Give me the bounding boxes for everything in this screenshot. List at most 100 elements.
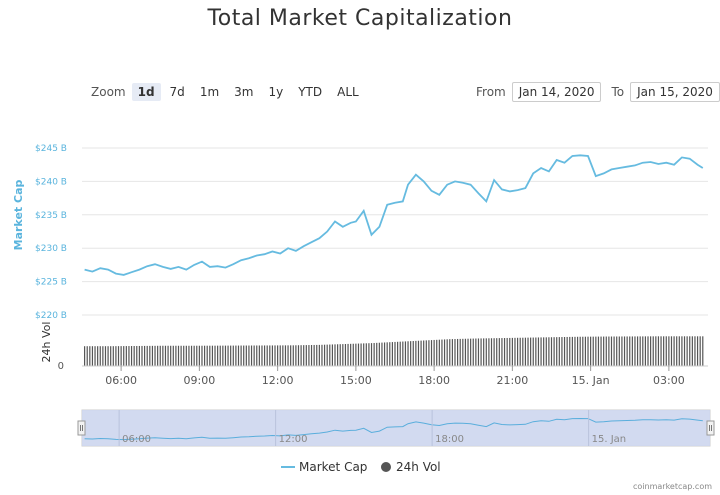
volume-bar [503,338,506,366]
volume-bar [355,343,357,366]
volume-bar [470,338,472,366]
volume-bar [668,336,670,366]
volume-bar [383,342,386,366]
volume-bar [530,337,532,366]
volume-bar [483,338,485,366]
volume-bar [162,345,164,366]
volume-bar [331,344,333,366]
navigator-right-handle[interactable] [706,420,715,436]
volume-bar [97,346,99,366]
volume-bar [284,345,287,366]
zoom-1m-button[interactable]: 1m [199,85,220,99]
volume-bar [563,337,566,366]
zoom-1y-button[interactable]: 1y [268,85,284,99]
volume-bar [556,337,558,366]
volume-bar [665,336,667,366]
volume-bar [394,341,396,366]
volume-bar [446,339,448,366]
volume-bar [303,345,305,366]
navigator-track[interactable] [81,409,711,447]
zoom-7d-button[interactable]: 7d [169,85,185,99]
volume-bar [376,342,378,366]
volume-bar [365,343,367,366]
volume-bar [590,336,592,366]
volume-bar [323,344,326,366]
volume-bar [227,345,229,366]
volume-bar [117,346,120,366]
volume-bar [548,337,550,366]
volume-bar [363,343,365,366]
from-date-input[interactable]: Jan 14, 2020 [511,82,602,102]
volume-bar [587,336,589,366]
volume-bar [386,342,388,366]
volume-bar [451,339,453,366]
volume-bar [467,338,469,366]
market-cap-series-line [84,154,704,276]
volume-bar [655,336,657,366]
volume-bar [378,342,380,366]
chart-title: Total Market Capitalization [207,6,513,31]
y-tick-label: $245 B [35,144,67,154]
volume-bar [501,338,503,366]
volume-bar [657,336,660,366]
volume-bar [112,346,114,366]
volume-bar [686,336,688,366]
volume-bar [537,337,540,366]
volume-bar [584,336,587,366]
volume-bar [430,340,433,366]
legend-market-cap-label: Market Cap [299,460,367,474]
volume-bar [681,336,683,366]
volume-bar [188,345,190,366]
navigator-selection[interactable] [82,410,710,446]
volume-bar [342,344,344,366]
volume-bar [253,345,255,366]
volume-bar [574,336,576,366]
navigator-left-handle[interactable] [77,420,86,436]
volume-bar [308,345,310,366]
volume-bar [618,336,620,366]
volume-bar [561,337,563,366]
volume-bar [449,339,451,366]
zoom-3m-button[interactable]: 3m [234,85,254,99]
legend-item-volume[interactable]: 24h Vol [381,460,441,474]
volume-bar [621,336,623,366]
volume-bar [183,345,185,366]
grid-lines [82,147,708,316]
navigator-tick-label: 06:00 [122,434,151,445]
volume-bar [433,339,435,366]
volume-bar [595,336,597,366]
volume-bar [509,337,511,366]
volume-bar [576,336,579,366]
volume-bar [243,345,245,366]
zoom-ytd-button[interactable]: YTD [298,85,323,99]
volume-bar [290,345,292,366]
legend-item-market-cap[interactable]: Market Cap [281,460,367,474]
volume-bar [532,337,534,366]
navigator-ticks: 06:00 12:00 18:00 15. Jan [118,410,626,446]
volume-bar [334,344,336,366]
volume-bar [457,338,459,366]
y-tick-label: $225 B [35,278,67,288]
volume-bar [91,346,94,366]
volume-bar [136,345,138,366]
zoom-1d-button[interactable]: 1d [131,83,161,101]
volume-bar [271,345,274,366]
from-label: From [476,85,506,99]
volume-bar [410,341,412,366]
volume-bar [206,345,208,366]
volume-bar [605,336,607,366]
zoom-label: Zoom [91,85,126,99]
volume-bar [475,338,477,366]
volume-bar [423,340,425,366]
to-date-input[interactable]: Jan 15, 2020 [630,82,720,102]
volume-bar [279,345,281,366]
volume-bar [230,345,232,366]
volume-bar [689,336,691,366]
volume-bar [524,337,527,366]
volume-bar [566,336,568,366]
zoom-all-button[interactable]: ALL [337,85,359,99]
volume-bar [211,345,214,366]
volume-bars [82,336,708,367]
volume-bar [357,343,360,366]
volume-bar [464,338,467,366]
